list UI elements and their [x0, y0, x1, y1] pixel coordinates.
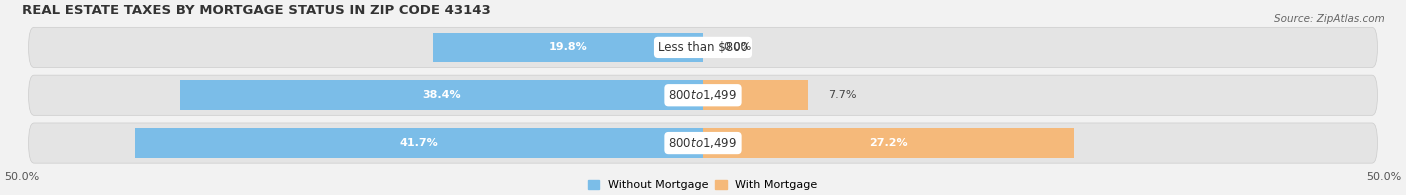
Text: 7.7%: 7.7% — [828, 90, 856, 100]
Bar — [135, 128, 703, 158]
Text: 27.2%: 27.2% — [869, 138, 908, 148]
FancyBboxPatch shape — [28, 123, 1378, 163]
Bar — [180, 80, 703, 110]
Text: $800 to $1,499: $800 to $1,499 — [668, 88, 738, 102]
Text: 19.8%: 19.8% — [548, 43, 588, 52]
FancyBboxPatch shape — [28, 27, 1378, 67]
Text: 41.7%: 41.7% — [399, 138, 439, 148]
Text: Source: ZipAtlas.com: Source: ZipAtlas.com — [1274, 14, 1385, 24]
Text: Less than $800: Less than $800 — [658, 41, 748, 54]
Text: $800 to $1,499: $800 to $1,499 — [668, 136, 738, 150]
Bar — [703, 80, 808, 110]
Bar — [433, 33, 703, 62]
Legend: Without Mortgage, With Mortgage: Without Mortgage, With Mortgage — [588, 180, 818, 191]
Bar — [703, 128, 1074, 158]
Text: 0.0%: 0.0% — [724, 43, 752, 52]
Text: 38.4%: 38.4% — [422, 90, 461, 100]
FancyBboxPatch shape — [28, 75, 1378, 115]
Text: REAL ESTATE TAXES BY MORTGAGE STATUS IN ZIP CODE 43143: REAL ESTATE TAXES BY MORTGAGE STATUS IN … — [21, 4, 491, 17]
